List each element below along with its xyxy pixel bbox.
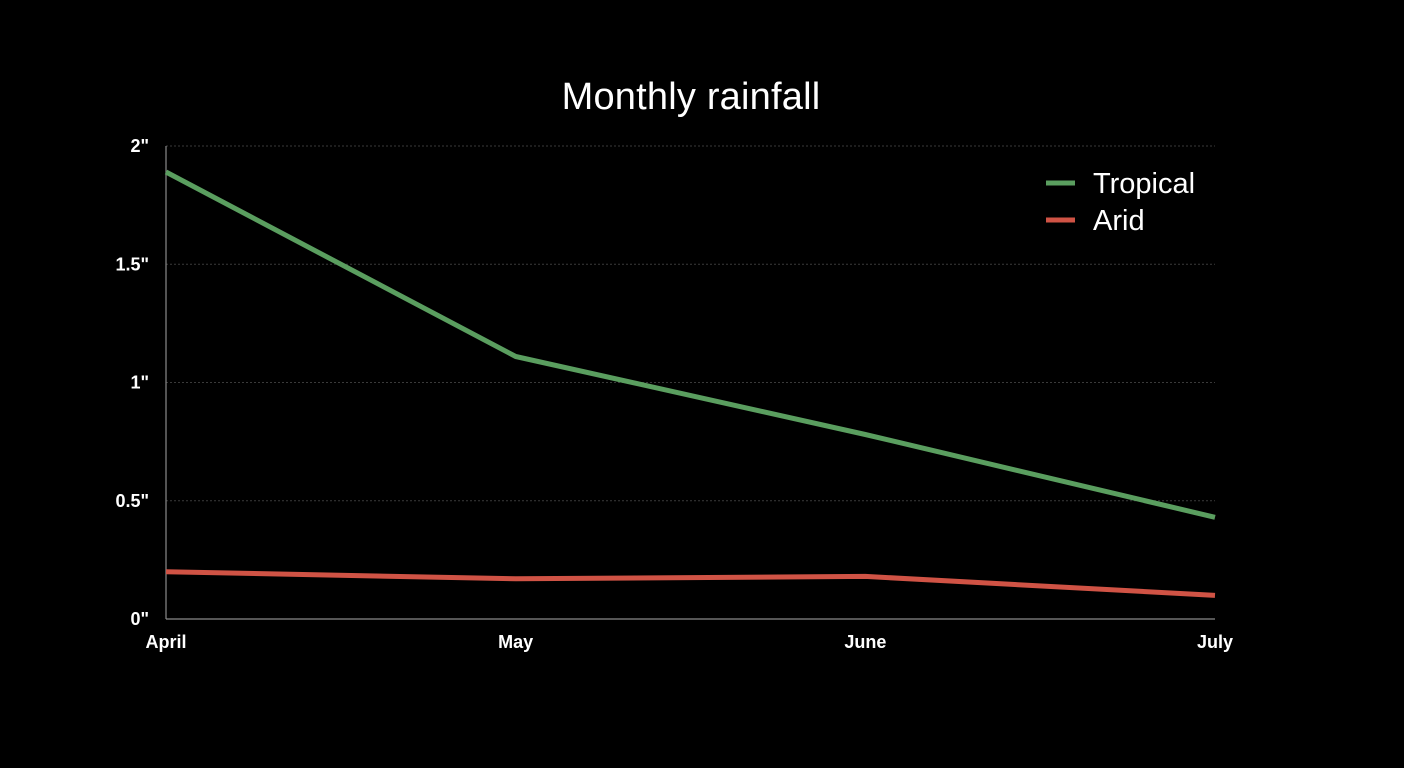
series-line-tropical (164, 169, 1216, 520)
x-tick-label: April (145, 632, 186, 652)
series-line-arid (165, 569, 1216, 598)
axes (165, 146, 1215, 620)
x-tick-labels: April May June July (145, 632, 1233, 652)
y-tick-label: 2" (130, 136, 149, 156)
legend-label-tropical: Tropical (1093, 168, 1195, 200)
y-tick-label: 0.5" (115, 491, 149, 511)
y-tick-labels: 0" 0.5" 1" 1.5" 2" (115, 136, 149, 629)
legend-label-arid: Arid (1093, 205, 1145, 237)
x-tick-label: May (498, 632, 533, 652)
legend: Tropical Arid (1046, 168, 1195, 237)
y-tick-label: 1.5" (115, 254, 149, 274)
x-tick-label: June (844, 632, 886, 652)
chart-title: Monthly rainfall (561, 76, 821, 118)
grid-lines (166, 145, 1215, 502)
series-lines (164, 169, 1216, 598)
x-tick-label: July (1197, 632, 1233, 652)
y-tick-label: 0" (130, 609, 149, 629)
y-tick-label: 1" (130, 373, 149, 393)
